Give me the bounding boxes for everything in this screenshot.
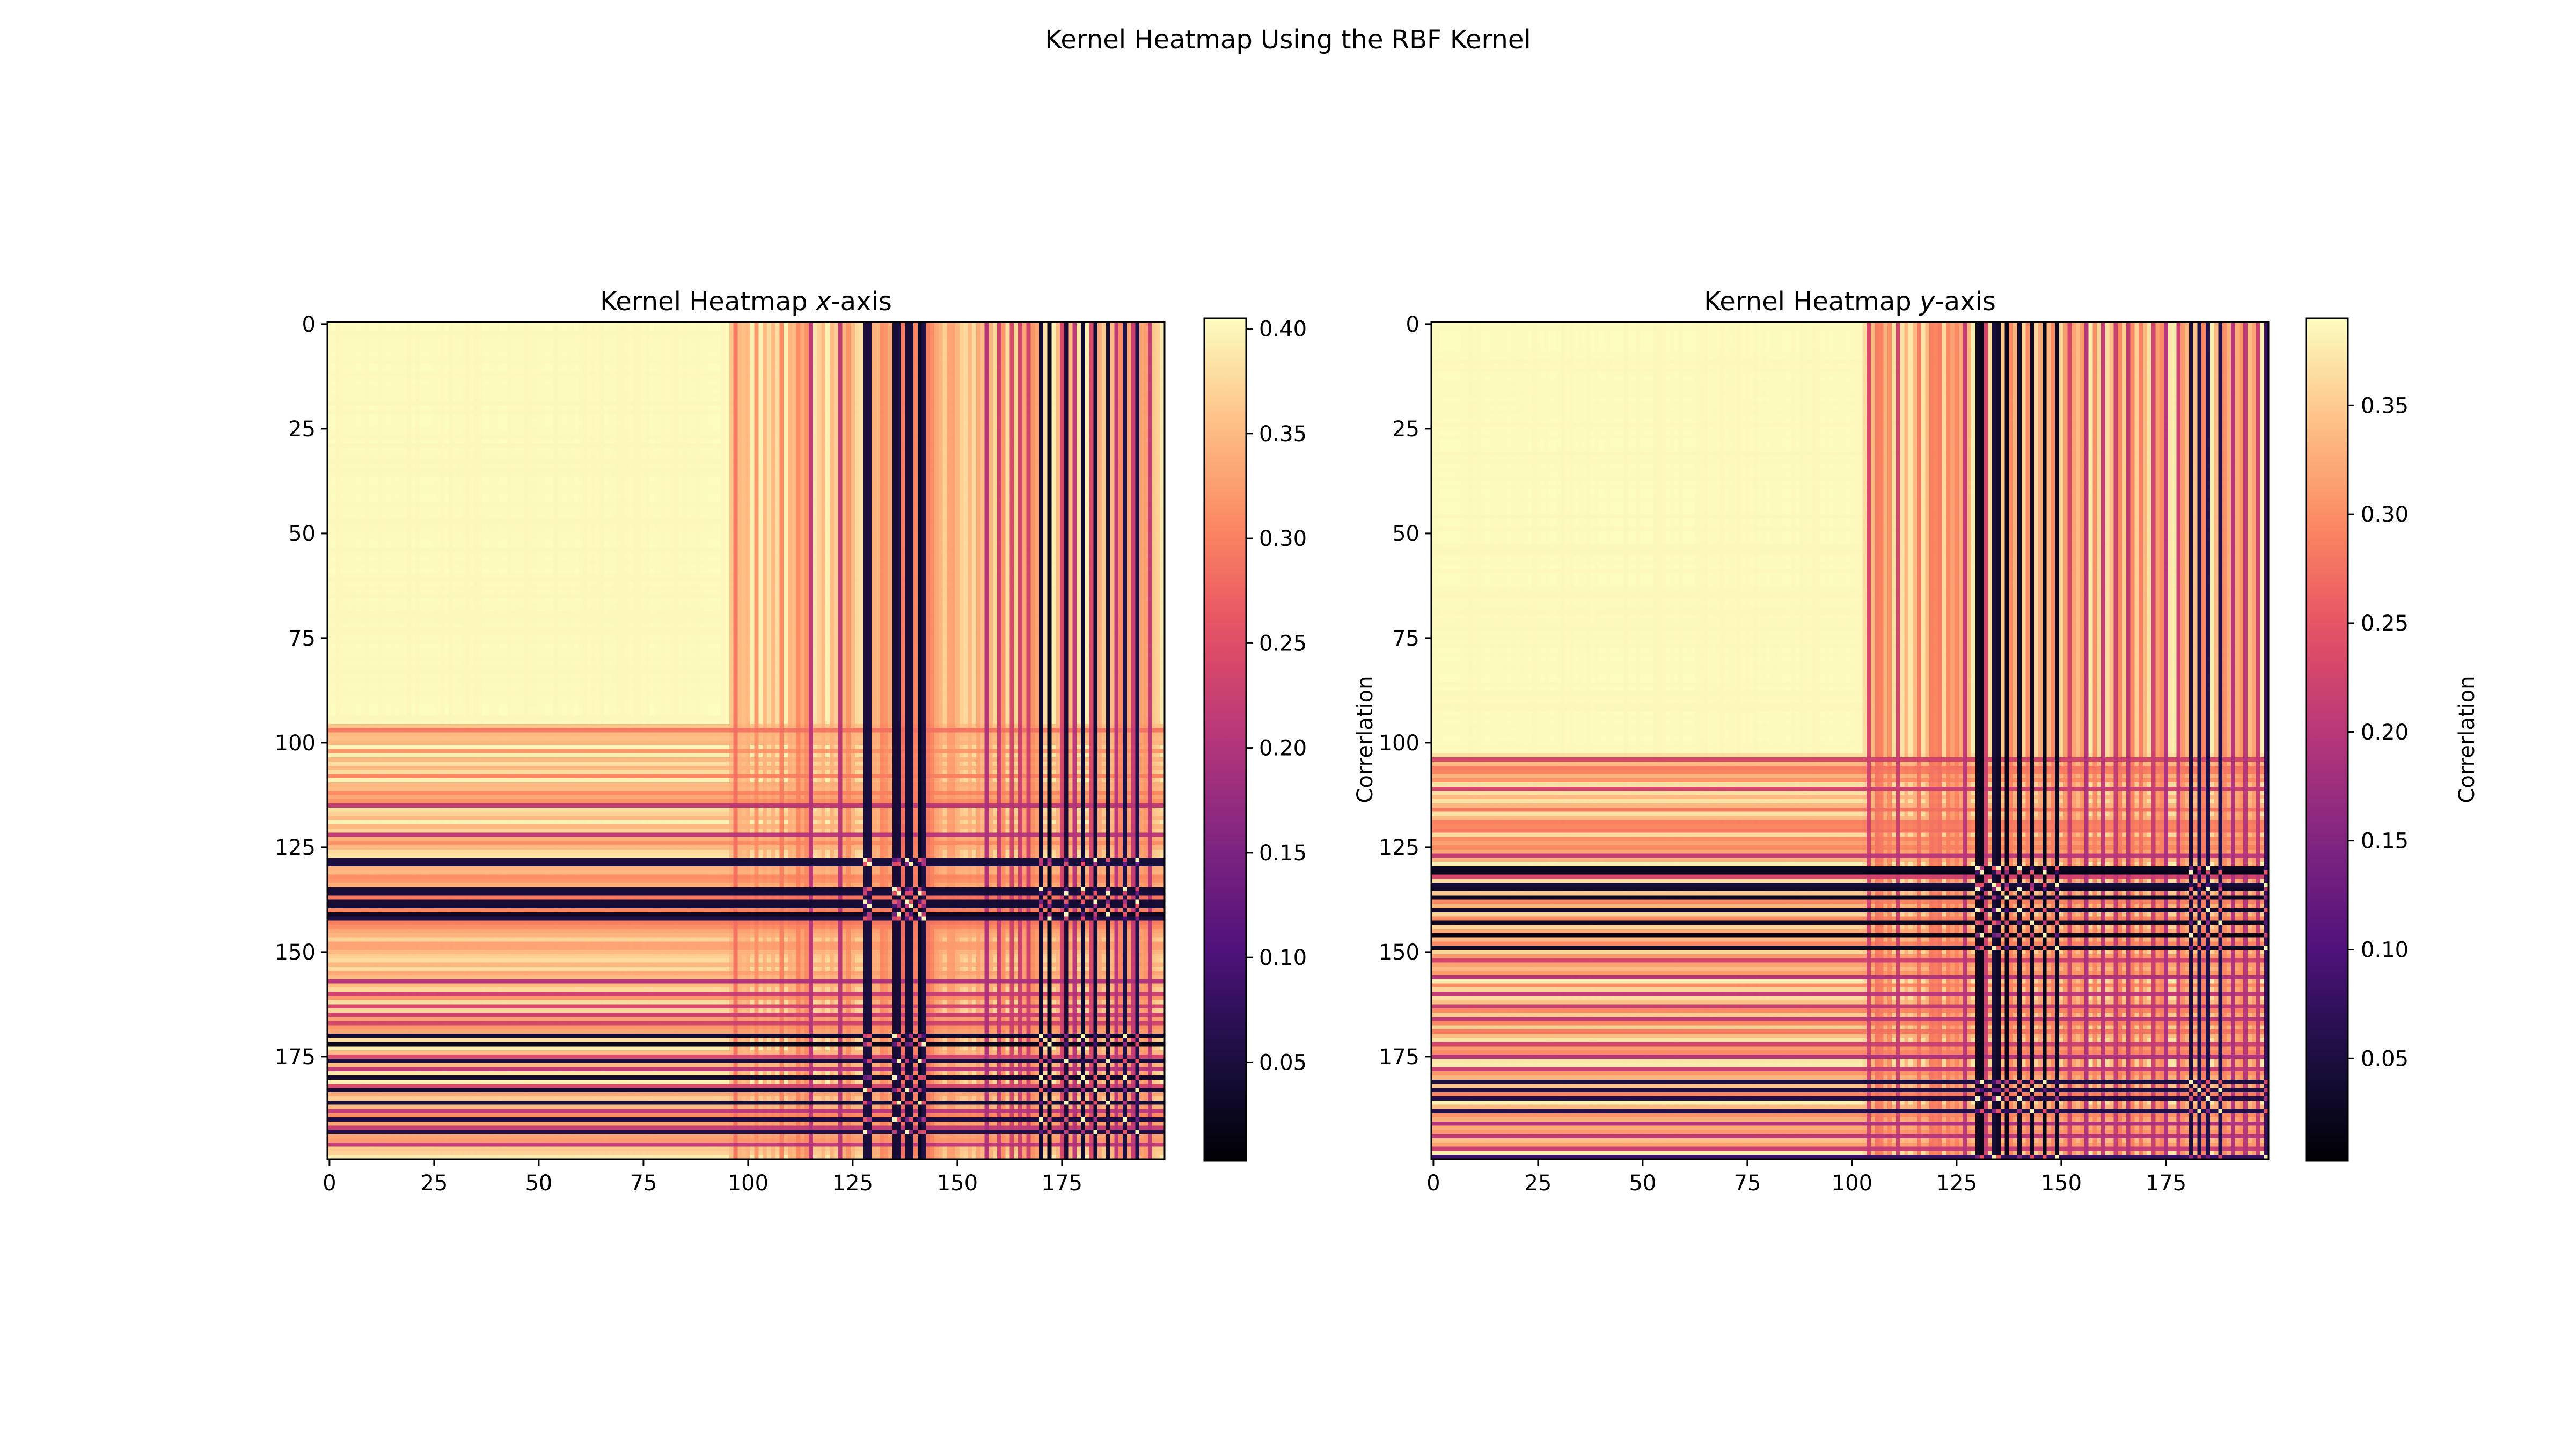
colorbar-tick-label: 0.10 [2361, 938, 2409, 962]
figure-title: Kernel Heatmap Using the RBF Kernel [1045, 25, 1531, 55]
subplot-title: Kernel Heatmap y-axis [1704, 287, 1996, 317]
y-tick-label: 150 [275, 940, 316, 965]
colorbar-tick-label: 0.10 [1259, 946, 1307, 970]
x-tick-label: 150 [937, 1171, 978, 1196]
y-tick-label: 150 [1379, 940, 1419, 965]
colorbar-tick-label: 0.35 [1259, 422, 1307, 447]
colorbar-frame [1203, 317, 1247, 1162]
x-tick-label: 100 [1832, 1171, 1872, 1196]
y-tick-label: 50 [1392, 522, 1419, 546]
x-tick-label: 0 [1426, 1171, 1440, 1196]
y-tick-label: 175 [275, 1045, 316, 1070]
x-tick-label: 175 [2146, 1171, 2186, 1196]
y-tick-label: 100 [1379, 731, 1419, 756]
y-tick-label: 0 [1406, 312, 1419, 337]
colorbar-tick-label: 0.35 [2361, 393, 2409, 418]
colorbar-tick-label: 0.20 [1259, 736, 1307, 761]
colorbar-tick-label: 0.05 [2361, 1046, 2409, 1071]
x-tick-label: 50 [1629, 1171, 1656, 1196]
y-tick-label: 100 [275, 731, 316, 756]
colorbar-frame [2305, 317, 2349, 1162]
x-tick-label: 0 [323, 1171, 336, 1196]
x-tick-label: 25 [1524, 1171, 1552, 1196]
y-tick-label: 25 [1392, 417, 1419, 442]
heatmap-panel-x: Kernel Heatmap x-axis 0 25 50 75 100 125 150 175… [275, 287, 1378, 1196]
y-tick-label: 50 [288, 522, 316, 546]
colorbar-tick-label: 0.25 [2361, 611, 2409, 636]
x-tick-label: 75 [630, 1171, 657, 1196]
colorbar-tick-label: 0.40 [1259, 317, 1307, 342]
colorbar-tick-label: 0.30 [1259, 526, 1307, 551]
x-tick-label: 25 [420, 1171, 448, 1196]
y-tick-label: 175 [1379, 1045, 1419, 1070]
x-tick-label: 175 [1042, 1171, 1082, 1196]
x-tick-label: 125 [832, 1171, 873, 1196]
heatmap-image [1431, 322, 2268, 1159]
y-tick-label: 125 [275, 836, 316, 860]
colorbar-tick-label: 0.30 [2361, 502, 2409, 527]
subplot-panels: Kernel Heatmap x-axis 0 25 50 75 100 125 150 175… [275, 287, 2479, 1196]
axes-frame [326, 321, 1166, 1160]
heatmap-panel-y: Kernel Heatmap y-axis 0 25 50 75 100 125 150 175… [1379, 287, 2479, 1196]
x-tick-label: 100 [728, 1171, 769, 1196]
colorbar [2306, 318, 2348, 1161]
x-tick-label: 125 [1936, 1171, 1977, 1196]
x-tick-label: 150 [2041, 1171, 2082, 1196]
x-tick-label: 75 [1733, 1171, 1761, 1196]
colorbar-tick-label: 0.15 [2361, 829, 2409, 854]
colorbar-tick-label: 0.15 [1259, 841, 1307, 866]
colorbar-label: Correrlation [2455, 676, 2479, 803]
colorbar-tick-label: 0.20 [2361, 720, 2409, 745]
y-tick-label: 75 [1392, 626, 1419, 651]
x-tick-label: 50 [525, 1171, 552, 1196]
heatmap-image [327, 322, 1165, 1159]
y-tick-label: 75 [288, 626, 316, 651]
subplot-title: Kernel Heatmap x-axis [600, 287, 892, 317]
colorbar-label: Correrlation [1353, 676, 1378, 803]
y-tick-label: 125 [1379, 836, 1419, 860]
y-tick-label: 25 [288, 417, 316, 442]
colorbar-tick-label: 0.25 [1259, 631, 1307, 656]
colorbar-tick-label: 0.05 [1259, 1050, 1307, 1075]
colorbar [1204, 318, 1246, 1161]
axes-frame [1430, 321, 2270, 1160]
y-tick-label: 0 [302, 312, 316, 337]
